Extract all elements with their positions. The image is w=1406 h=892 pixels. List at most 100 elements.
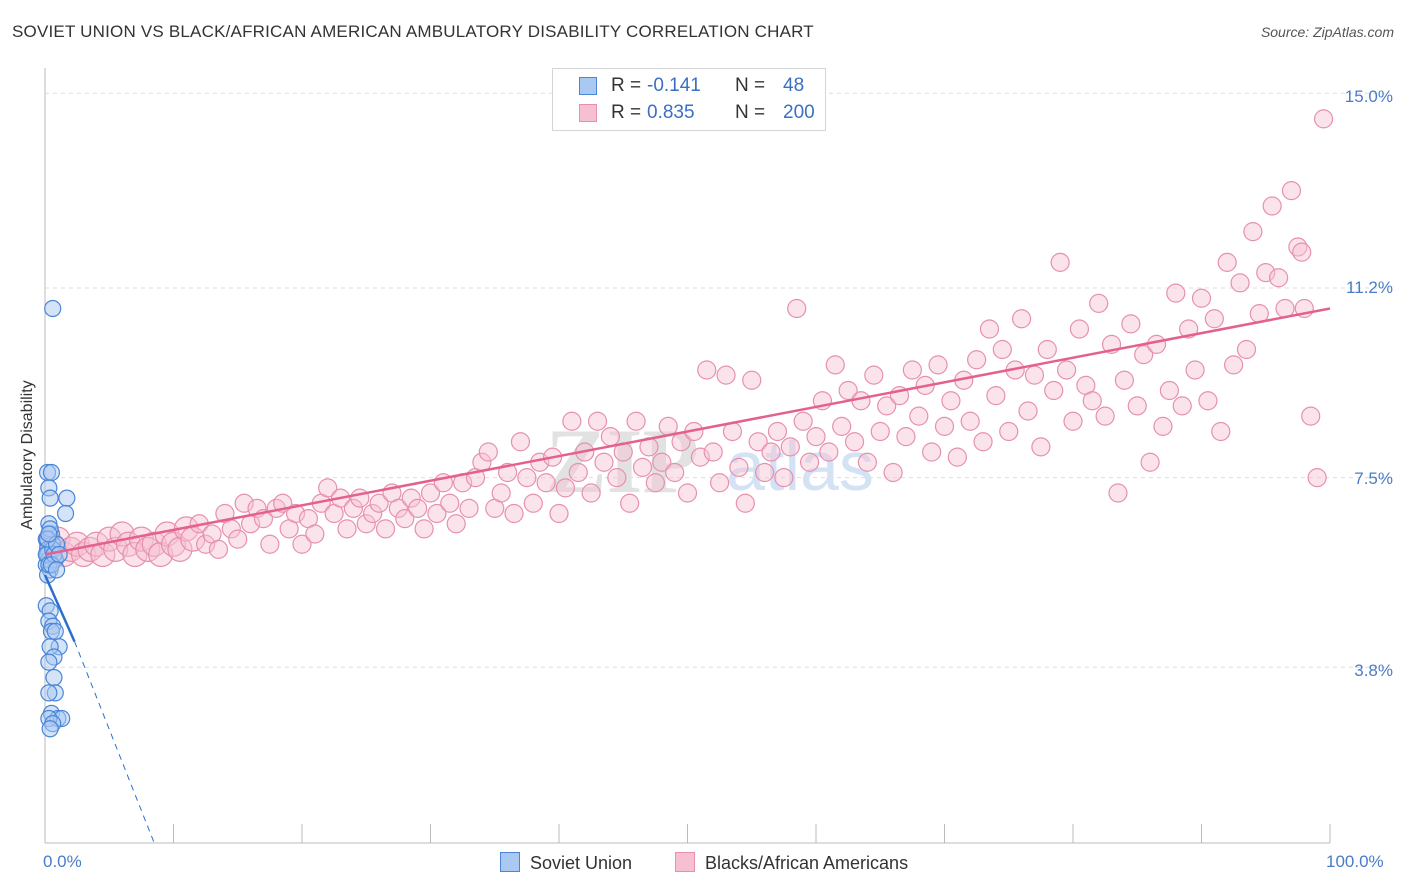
black-african-american-point xyxy=(523,493,543,513)
black-african-american-point xyxy=(356,514,376,534)
soviet-swatch xyxy=(500,852,520,872)
black-african-american-point xyxy=(363,503,383,524)
black-african-american-point xyxy=(1095,406,1115,426)
black-african-american-point xyxy=(626,411,646,431)
black-african-american-point xyxy=(504,503,524,524)
soviet-union-points xyxy=(37,299,76,738)
soviet-trend-line xyxy=(43,574,76,643)
black-african-american-point xyxy=(1281,181,1302,201)
black-african-american-points xyxy=(38,109,1334,568)
watermark-atlas: atlas xyxy=(726,427,874,505)
black-african-american-point xyxy=(562,411,582,431)
black-african-american-point xyxy=(260,534,280,554)
black-african-american-point xyxy=(1031,437,1051,457)
black-african-american-point xyxy=(337,519,357,539)
black-african-american-point xyxy=(960,411,980,431)
black-african-american-point xyxy=(735,493,755,513)
soviet-trend-extension xyxy=(74,641,155,844)
black-african-american-point xyxy=(967,350,987,370)
r-value: 0.835 xyxy=(647,102,695,123)
black-african-american-point xyxy=(446,514,466,534)
black-african-american-point xyxy=(652,452,672,472)
black-african-american-point xyxy=(1140,452,1160,472)
black-african-american-point xyxy=(864,365,884,385)
black-african-american-point xyxy=(427,503,447,524)
black-african-american-point xyxy=(697,360,717,380)
black-swatch xyxy=(579,104,597,122)
black-african-american-point xyxy=(774,468,794,488)
chart-title: SOVIET UNION VS BLACK/AFRICAN AMERICAN A… xyxy=(12,22,814,41)
black-african-american-point xyxy=(1121,314,1141,334)
black-african-american-point xyxy=(1292,242,1312,262)
soviet-union-point xyxy=(40,653,58,671)
black-african-american-point xyxy=(1191,288,1212,308)
black-african-american-point xyxy=(594,452,614,472)
black-african-american-point xyxy=(1127,396,1147,416)
black-african-american-point xyxy=(979,319,1000,339)
black-african-american-point xyxy=(517,468,537,488)
legend-item-blacks-african-americans[interactable]: Blacks/African Americans xyxy=(675,852,908,874)
black-african-american-point xyxy=(388,498,408,518)
black-african-american-point xyxy=(844,432,865,452)
n-value: 48 xyxy=(783,75,805,96)
black-african-american-point xyxy=(677,483,698,503)
soviet-union-point xyxy=(56,504,75,523)
black-african-american-point xyxy=(1313,109,1334,129)
black-african-american-point xyxy=(748,432,768,452)
y-axis-label: Ambulatory Disability xyxy=(19,380,36,530)
y-tick-label: 3.8% xyxy=(1354,661,1393,680)
black-african-american-point xyxy=(1204,309,1224,329)
black-african-american-point xyxy=(395,509,415,529)
black-african-american-point xyxy=(1089,293,1109,313)
legend-label: Blacks/African Americans xyxy=(705,853,909,873)
black-african-american-point xyxy=(665,462,685,483)
black-african-american-point xyxy=(793,411,813,431)
black-african-american-point xyxy=(825,355,845,375)
n-label: N = xyxy=(735,102,766,123)
black-african-american-point xyxy=(318,478,338,498)
black-african-american-point xyxy=(1050,252,1070,272)
black-african-american-point xyxy=(1243,222,1263,242)
black-african-american-point xyxy=(148,541,174,568)
black-african-american-point xyxy=(536,473,556,493)
black-trend-line xyxy=(44,307,1331,556)
black-african-american-point xyxy=(690,447,710,467)
black-african-american-point xyxy=(1211,421,1231,442)
black-african-american-point xyxy=(1301,406,1321,426)
soviet-union-point xyxy=(46,622,64,640)
black-african-american-point xyxy=(459,498,479,518)
black-african-american-point xyxy=(1262,196,1282,216)
black-african-american-point xyxy=(947,447,967,467)
black-african-american-point xyxy=(742,370,762,390)
black-african-american-point xyxy=(819,442,839,462)
r-value: -0.141 xyxy=(647,75,701,96)
black-african-american-point xyxy=(343,498,363,518)
black-african-american-point xyxy=(587,411,608,431)
black-african-american-point xyxy=(896,427,916,447)
black-african-american-point xyxy=(375,519,396,539)
black-african-american-point xyxy=(909,406,929,426)
trend-lines xyxy=(43,307,1331,844)
soviet-union-point xyxy=(42,463,61,482)
black-african-american-point xyxy=(857,452,878,472)
black-african-american-point xyxy=(729,457,749,477)
x-tick-label-max: 100.0% xyxy=(1326,852,1384,871)
black-african-american-point xyxy=(992,339,1012,360)
legend-item-soviet-union[interactable]: Soviet Union xyxy=(500,852,632,874)
black-african-american-point xyxy=(787,298,807,319)
black-african-american-point xyxy=(167,536,193,562)
black-african-american-point xyxy=(1256,263,1276,283)
black-african-american-point xyxy=(870,421,890,442)
y-tick-label: 7.5% xyxy=(1354,469,1393,488)
black-african-american-point xyxy=(1166,283,1186,303)
black-african-american-point xyxy=(941,391,961,411)
n-label: N = xyxy=(735,75,766,96)
black-african-american-point xyxy=(1153,416,1173,436)
black-african-american-point xyxy=(1307,468,1327,488)
black-african-american-point xyxy=(568,462,588,483)
black-african-american-point xyxy=(1011,309,1032,329)
black-african-american-point xyxy=(510,432,531,452)
black-african-american-point xyxy=(305,524,325,544)
black-african-american-point xyxy=(1172,396,1192,416)
